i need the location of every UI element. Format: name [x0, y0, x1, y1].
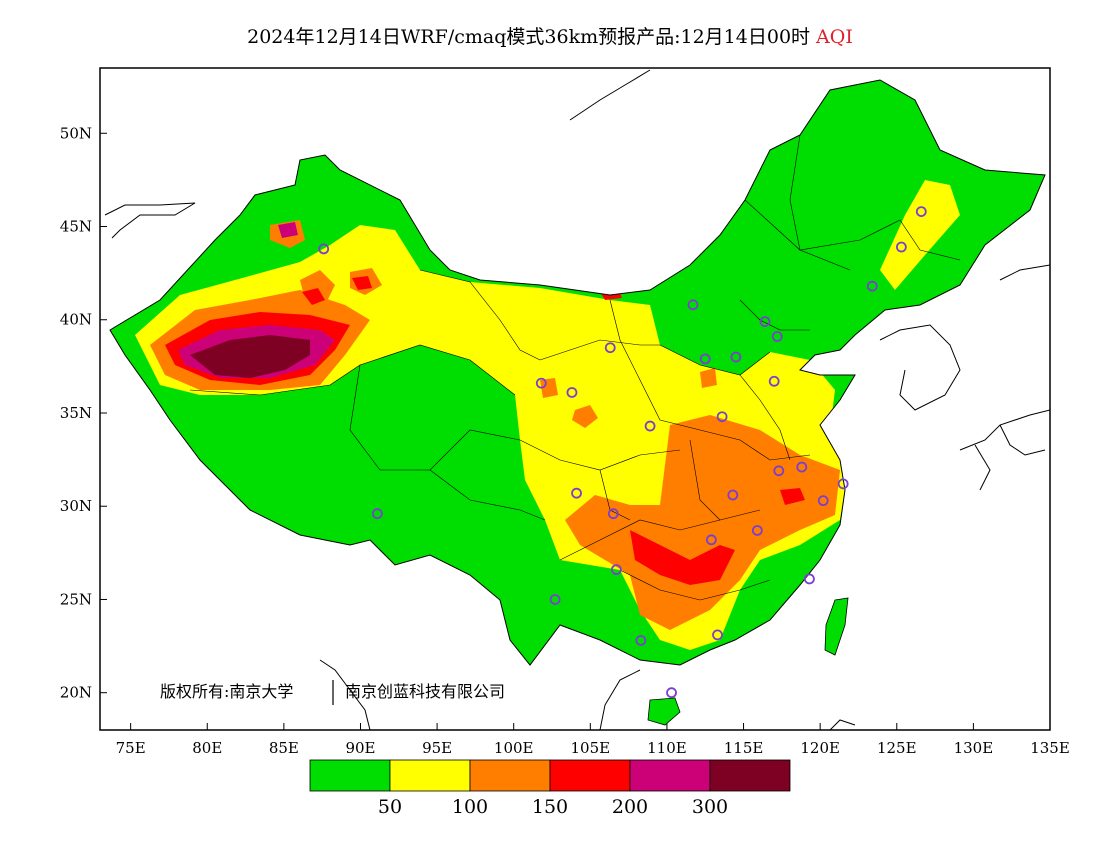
lon-tick-label: 95E: [422, 739, 452, 757]
title-main: 2024年12月14日WRF/cmaq模式36km预报产品:12月14日00时: [247, 26, 811, 48]
station-marker: [566, 387, 578, 398]
longitude-axis: 75E 80E 85E 90E 95E 100E 105E 110E 115E 120E 125E 1…: [116, 723, 1070, 757]
station-marker: [712, 629, 723, 641]
lon-tick-label: 100E: [494, 739, 534, 757]
lon-tick-label: 90E: [345, 739, 375, 757]
colorbar-label: 300: [692, 796, 728, 818]
station-marker: [635, 635, 647, 646]
lat-tick-label: 30N: [60, 497, 92, 515]
neighbour-coastlines: [104, 69, 1050, 730]
station-marker: [610, 564, 622, 576]
station-marker: [318, 243, 330, 255]
hainan-island: [647, 697, 681, 726]
lon-tick-label: 75E: [116, 739, 146, 757]
lat-tick-label: 40N: [60, 311, 92, 329]
station-marker: [607, 508, 619, 520]
lon-tick-label: 105E: [571, 739, 611, 757]
lat-tick-label: 25N: [60, 590, 92, 608]
colorbar-label: 50: [378, 796, 402, 818]
map-title: 2024年12月14日WRF/cmaq模式36km预报产品:12月14日00时 A…: [0, 22, 1100, 49]
lon-tick-label: 85E: [269, 739, 299, 757]
station-marker: [773, 465, 785, 477]
station-marker: [705, 534, 717, 546]
station-marker: [837, 478, 849, 490]
china-border: [109, 79, 1046, 666]
lon-tick-label: 80E: [192, 739, 222, 757]
lat-tick-label: 45N: [60, 218, 92, 236]
colorbar-swatch: [709, 759, 791, 792]
title-variable: AQI: [816, 26, 853, 48]
station-marker: [644, 420, 656, 432]
station-marker: [759, 316, 771, 328]
colorbar-label: 200: [612, 796, 648, 818]
station-marker: [571, 487, 582, 499]
colorbar-swatch: [629, 759, 711, 792]
colorbar-swatch: [549, 759, 631, 792]
station-marker: [730, 351, 742, 363]
station-marker: [915, 206, 927, 217]
lat-tick-label: 20N: [60, 684, 92, 702]
station-marker: [727, 489, 739, 501]
copyright-right: 南京创蓝科技有限公司: [345, 682, 505, 701]
station-marker: [804, 573, 815, 585]
station-marker: [866, 280, 878, 292]
station-marker: [716, 411, 728, 423]
copyright-left: 版权所有:南京大学: [160, 682, 293, 701]
lon-tick-label: 135E: [1030, 739, 1070, 757]
station-marker: [687, 299, 699, 311]
colorbar-swatch: [309, 759, 391, 792]
station-marker: [796, 461, 808, 473]
station-marker: [549, 594, 561, 605]
station-marker: [535, 377, 547, 389]
taiwan-island: [824, 597, 849, 656]
lat-tick-label: 50N: [60, 124, 92, 142]
colorbar-label: 150: [532, 796, 568, 818]
station-markers: [318, 206, 927, 699]
station-marker: [771, 331, 783, 342]
station-marker: [895, 241, 907, 253]
station-marker: [604, 342, 616, 354]
station-marker: [371, 508, 383, 520]
colorbar-legend: 50 100 150 200 300: [309, 759, 791, 818]
colorbar-swatch: [389, 759, 471, 792]
lon-tick-label: 110E: [647, 739, 687, 757]
lon-tick-label: 115E: [724, 739, 764, 757]
lat-tick-label: 35N: [60, 404, 92, 422]
station-marker: [699, 353, 711, 365]
latitude-axis: 50N 45N 40N 35N 30N 25N 20N: [60, 124, 107, 702]
station-marker: [817, 495, 829, 507]
station-marker: [666, 687, 677, 699]
colorbar-label: 100: [452, 796, 488, 818]
colorbar-swatch: [469, 759, 551, 792]
station-marker: [751, 525, 763, 536]
province-borders: [189, 134, 961, 601]
lon-tick-label: 125E: [877, 739, 917, 757]
station-marker: [768, 375, 780, 387]
lon-tick-label: 130E: [954, 739, 994, 757]
lon-tick-label: 120E: [800, 739, 840, 757]
